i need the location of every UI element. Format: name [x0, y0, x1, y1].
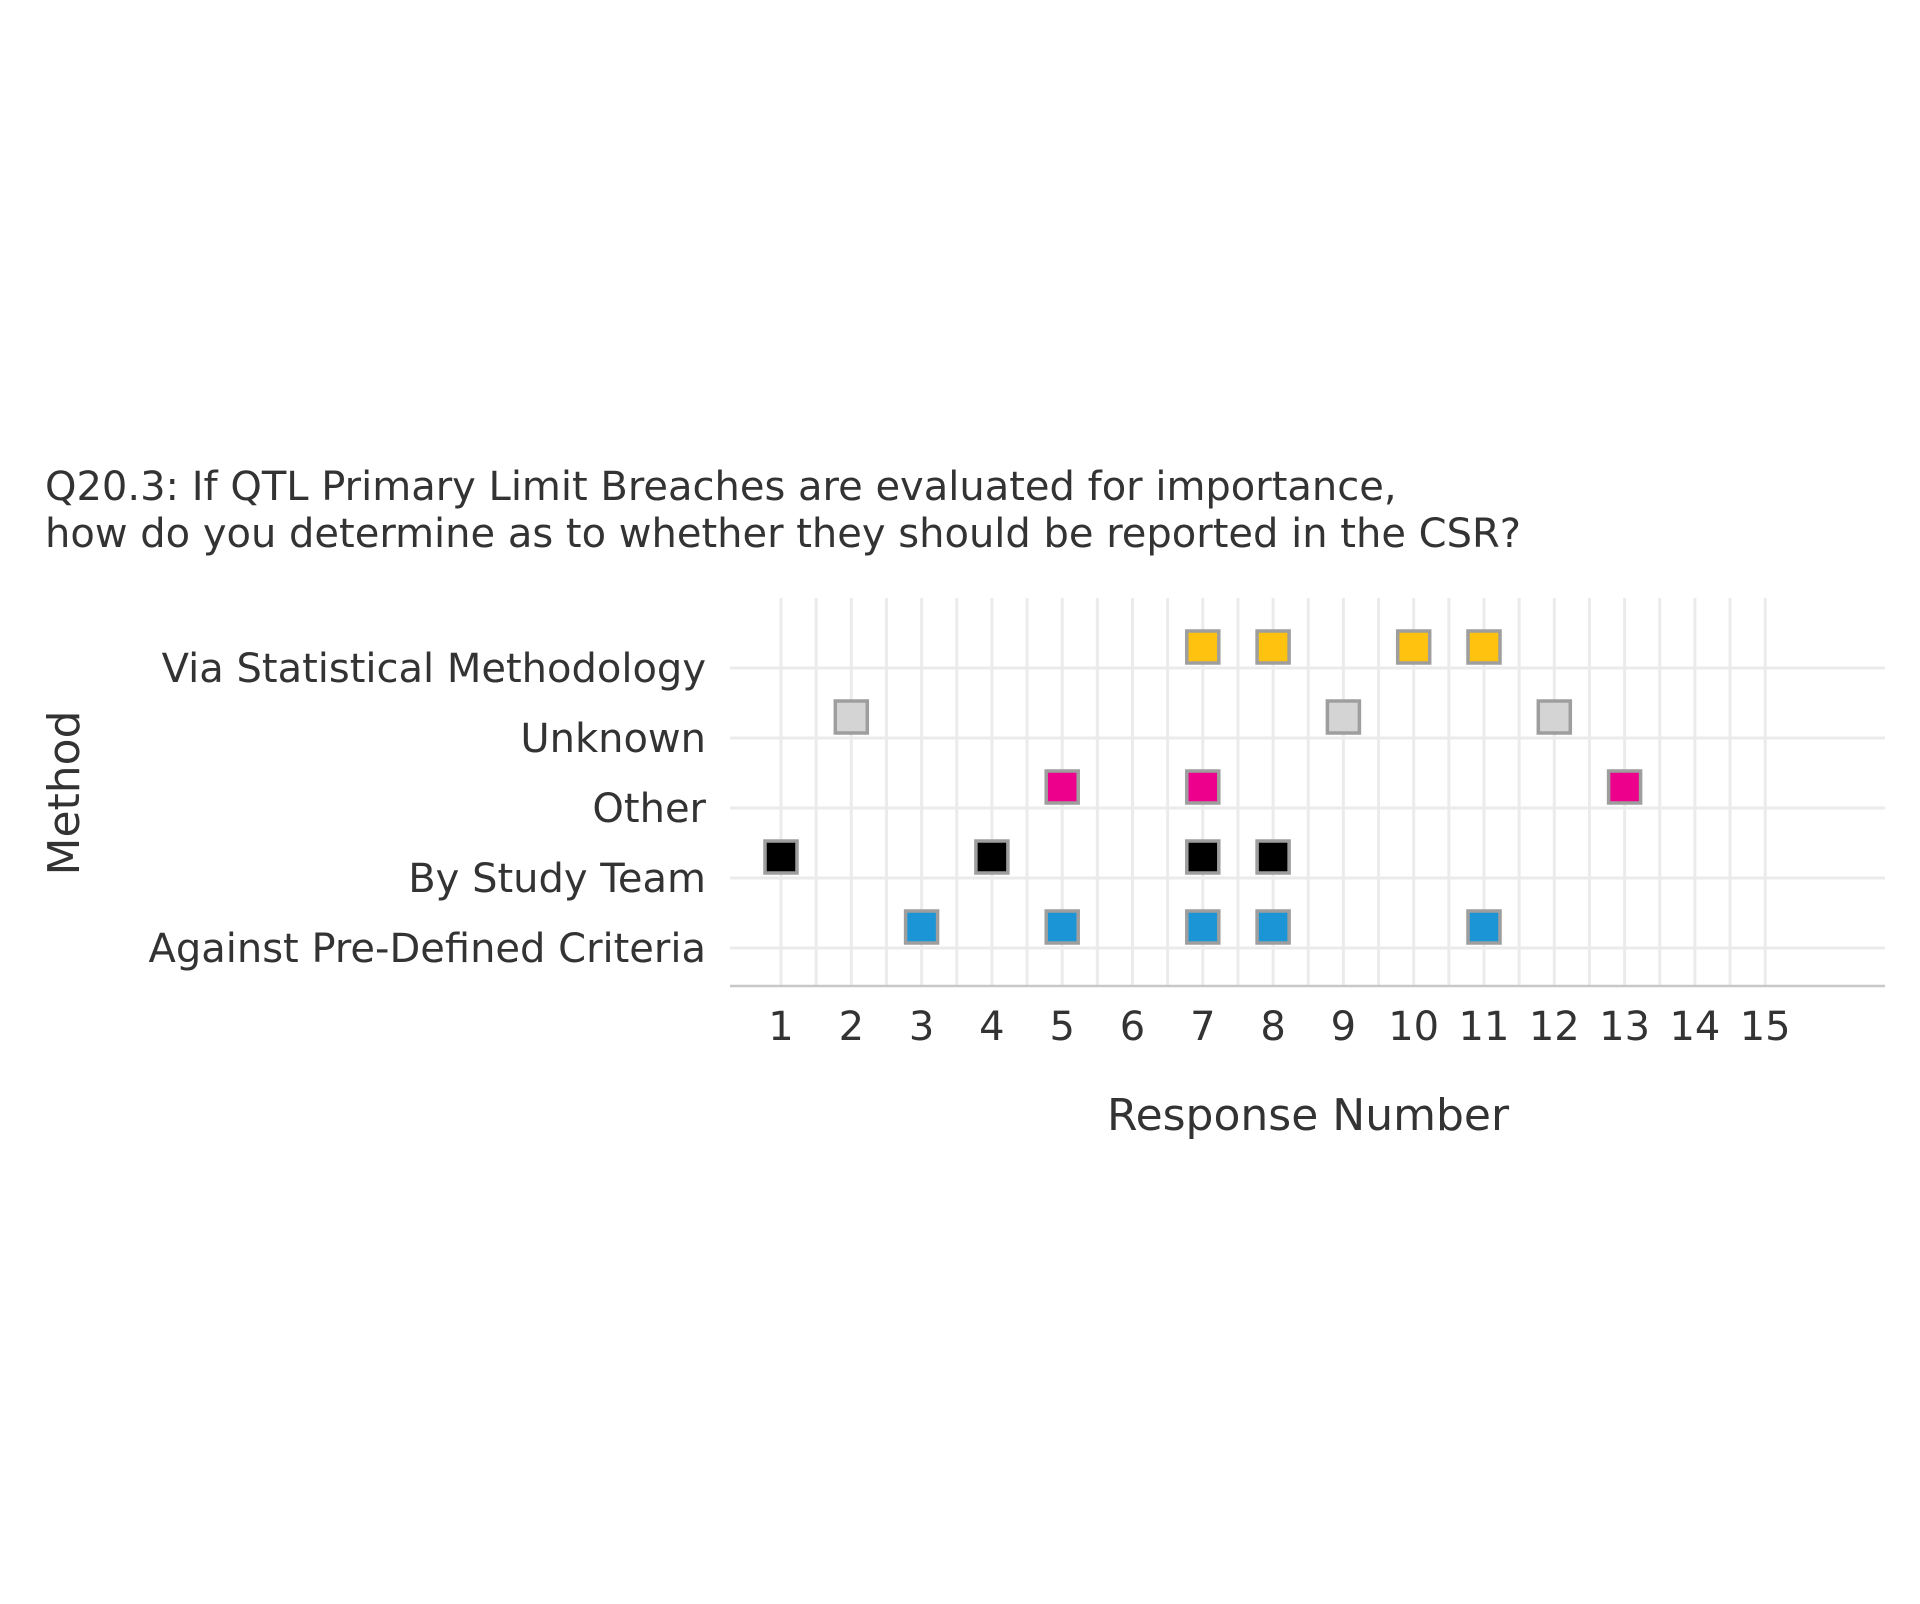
data-point — [1255, 629, 1291, 665]
x-tick-label: 4 — [979, 1004, 1004, 1050]
data-points — [763, 629, 1643, 945]
x-tick-label: 5 — [1049, 1004, 1074, 1050]
data-point — [903, 909, 940, 945]
chart-title: Q20.3: If QTL Primary Limit Breaches are… — [45, 464, 1521, 557]
x-tick-label: 9 — [1331, 1004, 1356, 1050]
data-point — [1185, 909, 1221, 945]
x-tick-label: 13 — [1599, 1004, 1650, 1050]
data-point — [833, 699, 870, 735]
data-point — [1255, 909, 1291, 945]
data-point — [1466, 629, 1502, 665]
data-point — [1185, 629, 1221, 665]
y-tick-label: By Study Team — [408, 856, 706, 902]
chart-title-line-1: Q20.3: If QTL Primary Limit Breaches are… — [45, 464, 1397, 510]
data-point — [974, 839, 1010, 875]
x-tick-label: 3 — [909, 1004, 934, 1050]
y-axis-title: Method — [39, 710, 90, 875]
data-point — [763, 839, 799, 875]
y-tick-label: Via Statistical Methodology — [162, 646, 706, 692]
data-point — [1185, 839, 1221, 875]
grid-lines — [730, 598, 1885, 986]
y-tick-label: Unknown — [520, 716, 706, 762]
x-tick-label: 1 — [768, 1004, 793, 1050]
x-tick-label: 7 — [1190, 1004, 1215, 1050]
chart-title-line-2: how do you determine as to whether they … — [45, 511, 1521, 557]
x-tick-label: 11 — [1459, 1004, 1510, 1050]
x-axis-title: Response Number — [1107, 1090, 1510, 1141]
data-point — [1325, 699, 1362, 735]
data-point — [1536, 699, 1573, 735]
x-tick-labels: 1 2 3 4 5 6 7 8 9 10 11 12 13 14 15 — [768, 1004, 1790, 1050]
data-point — [1466, 909, 1502, 945]
x-tick-label: 14 — [1669, 1004, 1720, 1050]
data-point — [1044, 909, 1080, 945]
data-point — [1255, 839, 1291, 875]
data-point — [1185, 769, 1221, 805]
x-tick-label: 12 — [1529, 1004, 1580, 1050]
y-tick-label: Against Pre-Defined Criteria — [148, 926, 706, 972]
x-tick-label: 15 — [1740, 1004, 1791, 1050]
y-tick-labels: Against Pre-Defined Criteria By Study Tea… — [148, 646, 706, 972]
x-tick-label: 6 — [1120, 1004, 1145, 1050]
x-tick-label: 8 — [1260, 1004, 1285, 1050]
data-point — [1044, 769, 1080, 805]
data-point — [1606, 769, 1643, 805]
y-tick-label: Other — [592, 786, 706, 832]
data-point — [1395, 629, 1432, 665]
x-tick-label: 2 — [839, 1004, 864, 1050]
x-tick-label: 10 — [1388, 1004, 1439, 1050]
